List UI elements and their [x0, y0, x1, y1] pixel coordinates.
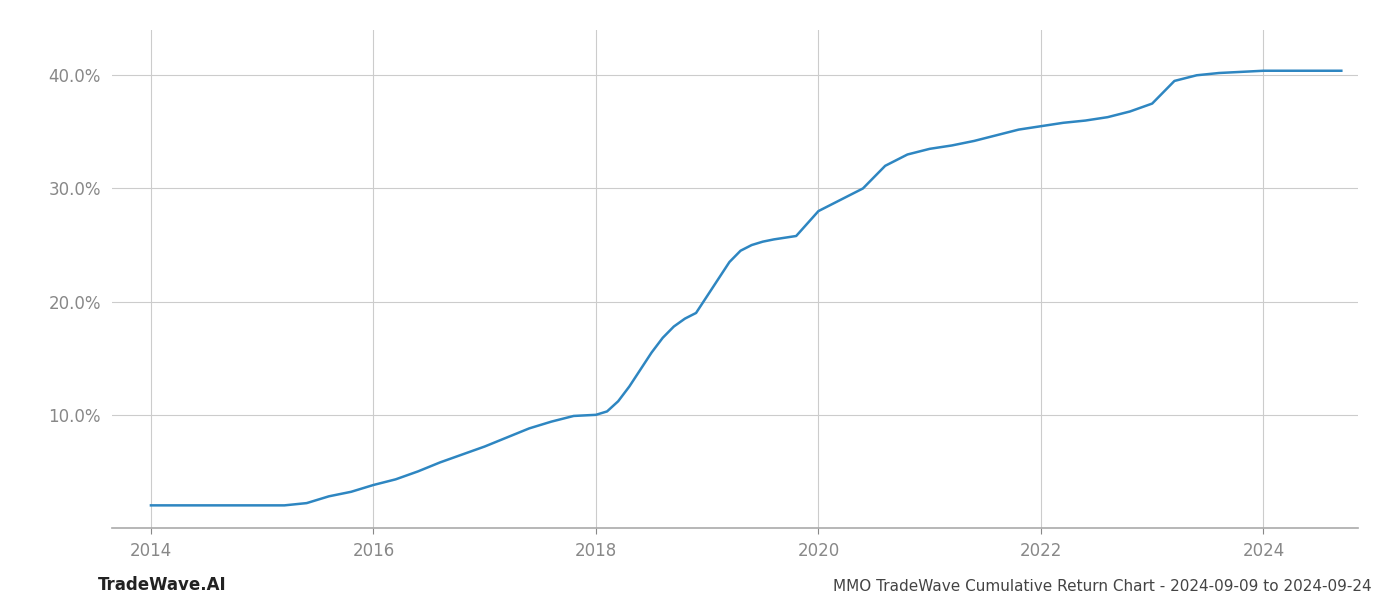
Text: TradeWave.AI: TradeWave.AI	[98, 576, 227, 594]
Text: MMO TradeWave Cumulative Return Chart - 2024-09-09 to 2024-09-24: MMO TradeWave Cumulative Return Chart - …	[833, 579, 1372, 594]
